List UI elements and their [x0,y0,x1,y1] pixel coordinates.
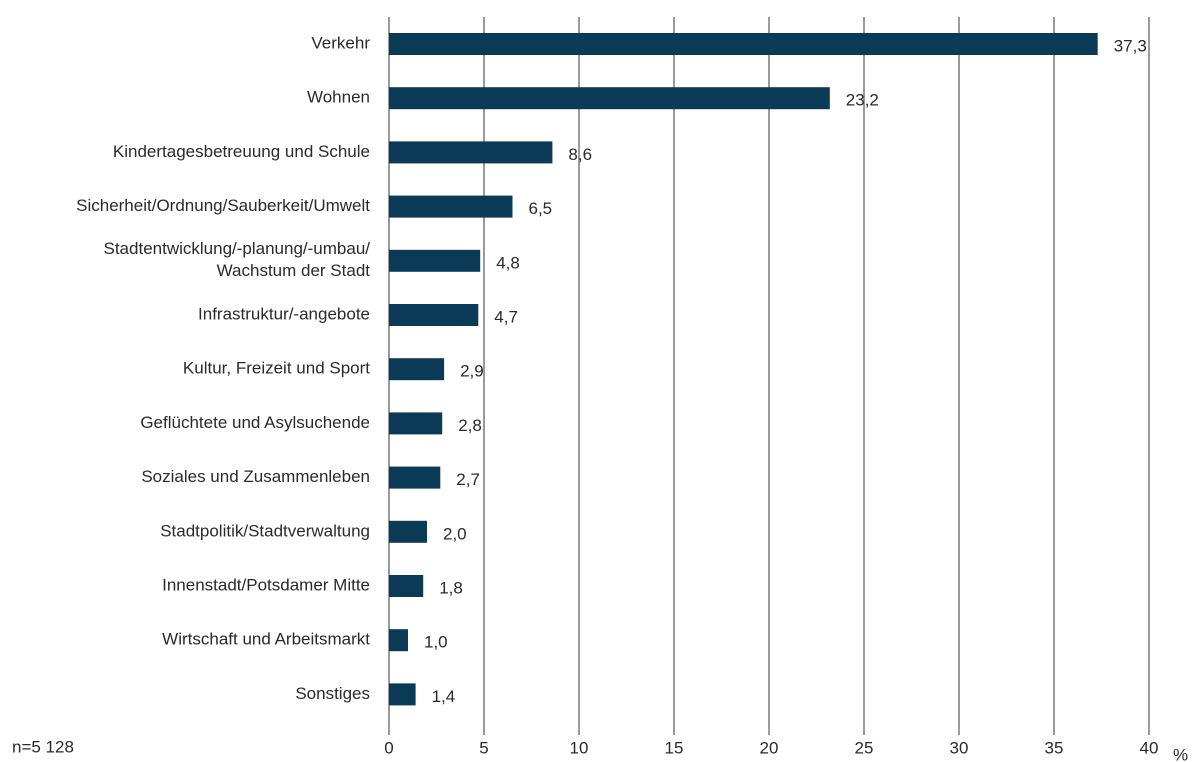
x-tick-label: 35 [1045,738,1064,757]
category-label: Infrastruktur/-angebote [198,304,370,323]
category-label: Verkehr [311,33,370,52]
value-label: 1,8 [439,578,463,597]
category-label: Stadtentwicklung/-planung/-umbau/Wachstu… [104,239,371,280]
x-tick-label: 20 [760,738,779,757]
bar [389,412,443,435]
value-label: 2,8 [458,416,482,435]
value-label: 8,6 [568,145,592,164]
category-label: Wohnen [307,88,370,107]
bar [389,629,408,652]
bar [389,141,553,164]
x-tick-label: 0 [384,738,393,757]
value-label: 4,8 [496,253,520,272]
value-label: 4,7 [494,307,518,326]
category-label: Geflüchtete und Asylsuchende [140,413,370,432]
category-label: Stadtpolitik/Stadtverwaltung [160,521,370,540]
bar [389,33,1098,55]
category-label: Kultur, Freizeit und Sport [183,359,370,378]
bar [389,575,424,597]
x-tick-label: 30 [950,738,969,757]
bar [389,87,830,110]
bar [389,195,513,218]
value-label: 37,3 [1114,36,1147,55]
category-label: Sicherheit/Ordnung/Sauberkeit/Umwelt [76,196,370,215]
bar [389,683,416,706]
bar [389,249,481,272]
value-label: 2,9 [460,362,484,381]
category-label: Sonstiges [295,684,370,703]
x-tick-label: 25 [855,738,874,757]
category-label: Wirtschaft und Arbeitsmarkt [162,630,370,649]
value-label: 23,2 [846,91,879,110]
bar [389,304,479,326]
bar [389,520,427,543]
x-tick-label: 15 [665,738,684,757]
value-label: 1,4 [432,687,456,706]
value-label: 6,5 [529,199,553,218]
bar [389,358,445,381]
category-label: Innenstadt/Potsdamer Mitte [162,575,370,594]
category-label: Kindertagesbetreuung und Schule [113,142,370,161]
x-unit-label: % [1173,745,1188,762]
bar [389,466,441,489]
value-label: 2,7 [456,470,480,489]
value-label: 2,0 [443,524,467,543]
x-tick-label: 40 [1140,738,1159,757]
sample-size-note: n=5 128 [12,737,74,756]
value-label: 1,0 [424,633,448,652]
x-tick-label: 5 [479,738,488,757]
category-label: Soziales und Zusammenleben [141,467,370,486]
x-tick-label: 10 [570,738,589,757]
